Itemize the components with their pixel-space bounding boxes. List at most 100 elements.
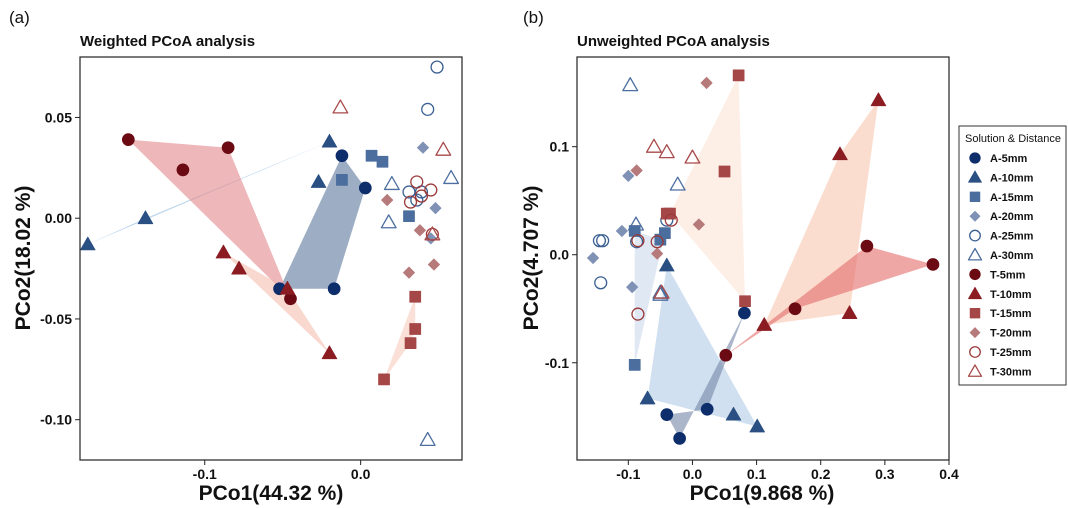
- panel-a-point-t-5mm-2: [176, 163, 190, 177]
- legend-label-t-30mm: T-30mm: [990, 366, 1032, 378]
- panel-b-point-t-20mm-3: [651, 247, 664, 260]
- panel-a-point-a-25mm-4: [410, 193, 424, 207]
- panel-a-point-a-30mm-2: [443, 169, 460, 185]
- panel-b: (b) Unweighted PCoA analysis -0.1 0.0 0.1 0…: [520, 8, 959, 505]
- legend-marker-t-25mm: [969, 346, 981, 358]
- legend-marker-a-5mm: [969, 152, 981, 164]
- panel-b-point-t-25mm-2: [650, 235, 664, 249]
- panel-b-plot-area: -0.1 0.0 0.1 0.2 0.3 0.4 -0.1 0.0 0.1: [545, 56, 959, 482]
- legend-item-a-20mm: A-20mm: [969, 210, 1034, 223]
- panel-b-point-a-10mm-1: [659, 257, 675, 272]
- legend-label-a-25mm: A-25mm: [990, 231, 1034, 243]
- legend-marker-t-10mm: [968, 286, 982, 300]
- panel-a-point-t-5mm-1: [121, 133, 135, 146]
- panel-b-point-t-10mm-1: [756, 317, 773, 331]
- panel-b-point-t-30mm-3: [684, 149, 701, 164]
- panel-a-hull-a-5mm: [279, 155, 366, 289]
- panel-b-point-t-20mm-1: [700, 76, 713, 89]
- panel-a-hull-t-10mm: [223, 252, 330, 354]
- legend-items: A-5mm A-10mm A-15mm A-20mm A-25mm A-30mm T-5mm…: [967, 152, 1034, 378]
- panel-a-point-t-15mm-1: [409, 290, 422, 303]
- panel-a-hull-t-5mm: [128, 139, 291, 299]
- panel-a-point-a-15mm-3: [376, 155, 389, 168]
- panel-b-point-a-25mm-4: [630, 235, 644, 249]
- panel-a-point-a-20mm-2: [429, 202, 442, 215]
- panel-a-point-t-15mm-2: [409, 323, 422, 335]
- panel-a-y-tick-label: -0.05: [40, 311, 72, 327]
- panel-b-x-axis-label: PCo1(9.868 %): [690, 482, 835, 505]
- panel-b-point-t-15mm-2: [718, 165, 731, 178]
- panel-a-point-a-10mm-3: [310, 174, 327, 188]
- legend-label-t-20mm: T-20mm: [990, 328, 1032, 340]
- panel-b-x-tick-label: 0.4: [939, 466, 959, 482]
- panel-b-point-a-25mm-1: [592, 234, 607, 248]
- panel-b-point-a-5mm-1: [660, 408, 674, 421]
- legend-item-a-25mm: A-25mm: [969, 229, 1034, 243]
- panel-a-point-t-25mm-1: [410, 175, 424, 189]
- panel-b-x-tick-label: 0.1: [747, 466, 767, 482]
- panel-a-x-tick-label: 0.0: [351, 466, 371, 482]
- panel-b-hull-t-15mm: [670, 75, 745, 302]
- panel-b-hulls: [634, 75, 933, 439]
- panel-a-point-t-10mm-1: [215, 244, 232, 259]
- panel-b-point-a-25mm-3: [594, 276, 608, 290]
- panel-a-y-axis-label: PCo2(18.02 %): [12, 186, 35, 331]
- panel-b-point-t-5mm-1: [719, 348, 733, 362]
- panel-a-plot-area: -0.1 0.0 -0.10 -0.05 0.00 0.05: [40, 56, 463, 482]
- legend-item-a-5mm: A-5mm: [969, 152, 1028, 165]
- legend-label-t-10mm: T-10mm: [990, 289, 1032, 301]
- panel-b-point-a-10mm-2: [639, 390, 656, 405]
- panel-b-point-a-5mm-4: [738, 306, 751, 320]
- legend-label-a-30mm: A-30mm: [990, 250, 1034, 262]
- panel-a: (a) Weighted PCoA analysis -0.1 0.0-0.10-…: [9, 8, 463, 505]
- panel-b-point-a-20mm-4: [626, 281, 639, 294]
- panel-a-point-a-5mm-4: [358, 181, 372, 195]
- legend-marker-t-15mm: [969, 307, 981, 319]
- panel-b-x-tick-label: 0.2: [811, 466, 831, 482]
- panel-b-point-a-5mm-2: [673, 432, 686, 445]
- panel-b-point-a-15mm-3: [659, 227, 671, 239]
- panel-a-point-a-30mm-1: [383, 175, 400, 191]
- panel-b-point-t-15mm-4: [739, 295, 751, 308]
- panel-a-point-a-25mm-1: [430, 60, 444, 74]
- panel-a-point-t-20mm-1: [381, 194, 394, 207]
- panel-b-hull-a-15mm: [634, 230, 665, 365]
- panel-a-point-t-15mm-4: [378, 373, 390, 386]
- panel-a-point-t-15mm-3: [404, 337, 417, 349]
- legend-label-t-5mm: T-5mm: [990, 269, 1026, 281]
- panel-a-point-t-20mm-3: [402, 266, 415, 279]
- panel-b-point-a-20mm-3: [587, 251, 600, 264]
- panel-a-point-t-25mm-3: [414, 189, 429, 203]
- legend-marker-a-30mm: [967, 247, 983, 261]
- legend-item-t-30mm: T-30mm: [967, 364, 1032, 378]
- panel-a-point-t-5mm-3: [221, 141, 235, 155]
- panel-a-point-a-10mm-2: [137, 210, 154, 225]
- panel-a-point-a-20mm-1: [417, 141, 430, 154]
- panel-b-point-a-20mm-1: [622, 169, 635, 182]
- panel-a-point-t-25mm-2: [424, 183, 438, 197]
- panel-b-point-a-30mm-2: [628, 216, 645, 231]
- legend-item-t-15mm: T-15mm: [969, 307, 1032, 320]
- panel-b-point-t-30mm-1: [645, 138, 662, 153]
- legend-box: [958, 125, 1067, 386]
- panel-b-point-t-30mm-4: [653, 284, 670, 299]
- panel-a-point-a-15mm-4: [403, 210, 415, 223]
- panel-a-point-t-20mm-4: [427, 258, 440, 271]
- panel-a-point-t-10mm-2: [231, 260, 247, 275]
- legend-item-a-30mm: A-30mm: [967, 247, 1034, 262]
- panel-b-point-a-5mm-3: [700, 402, 714, 416]
- panel-b-point-t-25mm-3: [631, 234, 645, 248]
- legend-title: Solution & Distance: [965, 133, 1061, 145]
- panel-a-label: (a): [9, 8, 30, 27]
- legend-item-t-25mm: T-25mm: [969, 346, 1032, 359]
- panel-b-point-t-25mm-4: [631, 307, 645, 321]
- panel-b-point-a-25mm-2: [596, 234, 610, 248]
- panel-a-points: [80, 60, 460, 447]
- panel-b-point-t-30mm-2: [658, 144, 675, 159]
- legend: Solution & Distance A-5mm A-10mm A-15mm A-2…: [958, 125, 1067, 386]
- panel-b-x-tick-label: 0.3: [875, 466, 895, 482]
- panel-b-point-a-10mm-4: [749, 418, 765, 433]
- panel-a-point-a-5mm-3: [335, 149, 349, 163]
- panel-b-point-t-5mm-4: [926, 258, 940, 271]
